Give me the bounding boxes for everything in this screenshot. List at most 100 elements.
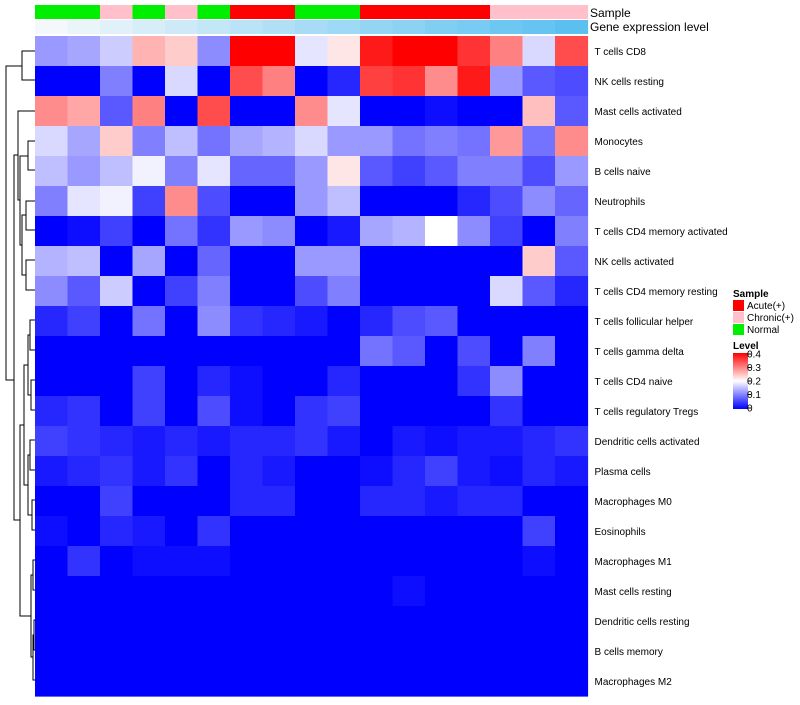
sample-annotation-cell — [295, 5, 329, 19]
row-label: T cells CD4 memory activated — [595, 227, 728, 238]
sample-annotation-cell — [100, 5, 134, 19]
heatmap-cell — [522, 426, 556, 457]
heatmap-cell — [392, 486, 426, 517]
heatmap-cell — [165, 606, 199, 637]
heatmap-cell — [132, 246, 166, 277]
row-dendrogram — [5, 50, 35, 681]
heatmap-cell — [165, 66, 199, 97]
heatmap-cell — [457, 576, 491, 607]
heatmap-cell — [457, 96, 491, 127]
heatmap-cell — [327, 216, 361, 247]
heatmap-cell — [132, 156, 166, 187]
column-annotations — [35, 5, 589, 34]
heatmap-cell — [425, 66, 459, 97]
heatmap-cell — [555, 306, 589, 337]
sample-annotation-cell — [132, 5, 166, 19]
heatmap-cell — [327, 396, 361, 427]
heatmap-cell — [295, 636, 329, 667]
heatmap-cell — [132, 306, 166, 337]
heatmap-cell — [457, 396, 491, 427]
sample-annotation-cell — [262, 5, 296, 19]
heatmap-cell — [35, 216, 69, 247]
level-legend-tick-label: 0.2 — [747, 377, 761, 388]
row-labels: T cells CD8 NK cells resting Mast cells ac… — [595, 47, 728, 688]
heatmap-cell — [132, 456, 166, 487]
heatmap-cell — [425, 366, 459, 397]
sample-annotation-cell — [67, 5, 101, 19]
heatmap-cell — [132, 366, 166, 397]
heatmap-cell — [165, 96, 199, 127]
heatmap-cell — [67, 546, 101, 577]
heatmap-cell — [197, 426, 231, 457]
heatmap-cell — [165, 36, 199, 67]
heatmap-cell — [262, 516, 296, 547]
heatmap-cell — [295, 486, 329, 517]
heatmap-cell — [392, 156, 426, 187]
heatmap-cell — [555, 216, 589, 247]
heatmap-cell — [425, 186, 459, 217]
heatmap-cell — [132, 426, 166, 457]
heatmap-cell — [392, 576, 426, 607]
heatmap-cell — [490, 636, 524, 667]
heatmap-cell — [392, 36, 426, 67]
heatmap-cell — [392, 666, 426, 697]
heatmap-cell — [490, 396, 524, 427]
heatmap-cell — [360, 396, 394, 427]
heatmap-cell — [230, 156, 264, 187]
heatmap-cell — [555, 186, 589, 217]
level-legend-tick-label: 0 — [747, 404, 753, 415]
heatmap-cell — [360, 576, 394, 607]
heatmap-cell — [360, 516, 394, 547]
heatmap-cell — [67, 276, 101, 307]
heatmap-cell — [230, 606, 264, 637]
sample-annotation-cell — [165, 5, 199, 19]
heatmap-cell — [67, 606, 101, 637]
row-label: Dendritic cells activated — [595, 437, 700, 448]
heatmap-cell — [230, 546, 264, 577]
heatmap-cell — [522, 456, 556, 487]
heatmap-cell — [425, 276, 459, 307]
heatmap-cell — [457, 366, 491, 397]
heatmap-cell — [100, 36, 134, 67]
heatmap-cell — [392, 426, 426, 457]
heatmap-cell — [522, 336, 556, 367]
row-label: T cells follicular helper — [595, 317, 694, 328]
heatmap-cell — [425, 606, 459, 637]
heatmap-cell — [522, 96, 556, 127]
heatmap-cell — [262, 636, 296, 667]
heatmap-cell — [35, 306, 69, 337]
heatmap-cell — [197, 486, 231, 517]
heatmap-cell — [327, 366, 361, 397]
heatmap-cell — [132, 516, 166, 547]
heatmap-cells — [35, 36, 589, 697]
heatmap-cell — [555, 516, 589, 547]
heatmap-cell — [230, 366, 264, 397]
heatmap-cell — [132, 486, 166, 517]
heatmap-cell — [230, 276, 264, 307]
heatmap-cell — [522, 156, 556, 187]
heatmap-cell — [230, 36, 264, 67]
sample-legend-label: Acute(+) — [747, 301, 785, 312]
heatmap-cell — [262, 336, 296, 367]
heatmap-cell — [35, 396, 69, 427]
heatmap-cell — [262, 126, 296, 157]
row-label: Mast cells resting — [595, 587, 672, 598]
heatmap-cell — [295, 396, 329, 427]
gene-expression-annotation-cell — [457, 20, 491, 34]
gene-expression-annotation-cell — [100, 20, 134, 34]
heatmap-cell — [522, 516, 556, 547]
sample-annotation-cell — [230, 5, 264, 19]
heatmap-cell — [230, 576, 264, 607]
heatmap-cell — [490, 216, 524, 247]
heatmap-cell — [457, 456, 491, 487]
heatmap-cell — [132, 666, 166, 697]
heatmap-cell — [457, 606, 491, 637]
heatmap-cell — [197, 606, 231, 637]
heatmap-cell — [165, 426, 199, 457]
sample-annotation-cell — [457, 5, 491, 19]
gene-expression-annotation-cell — [295, 20, 329, 34]
heatmap-cell — [67, 636, 101, 667]
heatmap-cell — [490, 66, 524, 97]
heatmap-cell — [490, 426, 524, 457]
heatmap-cell — [100, 636, 134, 667]
